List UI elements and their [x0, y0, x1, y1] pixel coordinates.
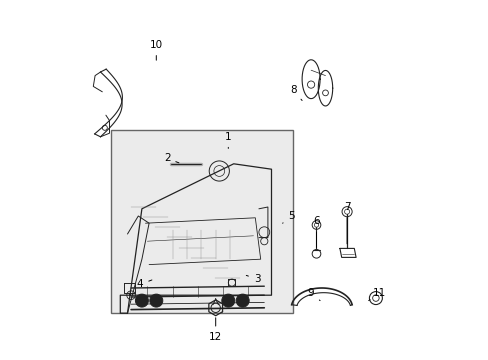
Circle shape: [222, 294, 234, 307]
Circle shape: [236, 294, 249, 307]
Text: 4: 4: [137, 279, 152, 289]
Text: 5: 5: [282, 211, 294, 223]
Text: 9: 9: [307, 288, 320, 301]
Text: 12: 12: [209, 318, 222, 342]
Circle shape: [149, 294, 163, 307]
Text: 11: 11: [368, 288, 386, 301]
Circle shape: [135, 294, 148, 307]
Text: 1: 1: [224, 132, 231, 148]
Text: 6: 6: [312, 216, 319, 247]
Text: 7: 7: [343, 202, 350, 244]
Bar: [111, 130, 292, 313]
Text: 3: 3: [246, 274, 260, 284]
Text: 10: 10: [149, 40, 163, 60]
Text: 2: 2: [163, 153, 179, 163]
Text: 8: 8: [289, 85, 302, 100]
